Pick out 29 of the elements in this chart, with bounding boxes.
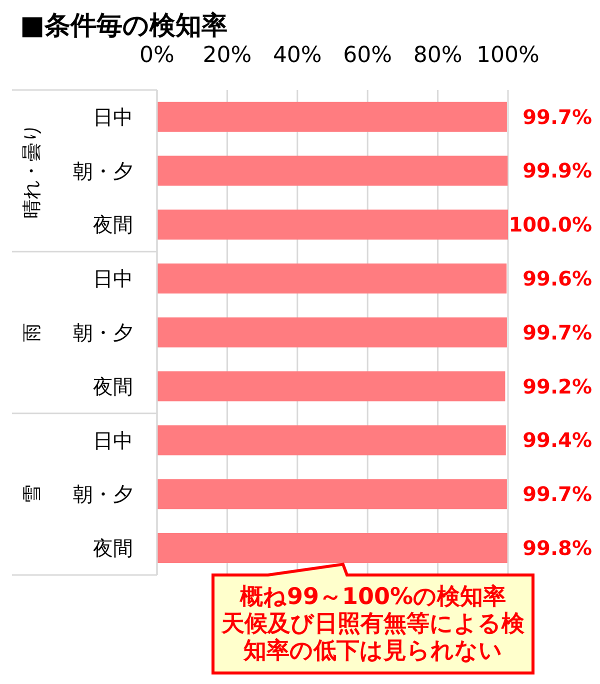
y-tick-label: 朝・夕 (73, 482, 133, 506)
x-tick-label: 20% (202, 43, 252, 68)
y-tick-label: 朝・夕 (73, 320, 133, 344)
y-tick-label: 朝・夕 (73, 158, 133, 183)
data-label: 99.2% (522, 374, 592, 398)
text: 雪 (21, 484, 43, 504)
y-tick-label: 夜間 (93, 212, 133, 237)
data-label: 99.8% (522, 536, 592, 560)
x-tick-label: 100% (476, 43, 540, 68)
data-label: 99.6% (522, 266, 592, 291)
data-label: 99.7% (522, 482, 592, 506)
y-tick-label: 日中 (93, 104, 133, 129)
chart-title: ■条件毎の検知率 (20, 10, 228, 42)
data-label: 100.0% (508, 212, 592, 237)
y-tick-label: 日中 (93, 266, 133, 291)
data-label: 99.4% (522, 428, 592, 452)
x-tick-label: 0% (140, 43, 174, 68)
data-label: 99.7% (522, 104, 592, 129)
x-tick-label: 80% (413, 43, 462, 68)
y-tick-label: 夜間 (93, 374, 133, 398)
x-tick-label: 40% (272, 43, 322, 68)
data-label: 99.9% (522, 158, 592, 183)
y-tick-label: 日中 (93, 428, 133, 452)
x-tick-label: 60% (343, 43, 392, 68)
y-tick-label: 夜間 (93, 536, 133, 560)
data-label: 99.7% (522, 320, 592, 344)
text: 概ね99～100%の検知率天候及び日照有無等による検知率の低下は見られない (220, 584, 526, 664)
text: 晴れ・曇り (21, 123, 43, 218)
text: 雨 (21, 323, 43, 342)
